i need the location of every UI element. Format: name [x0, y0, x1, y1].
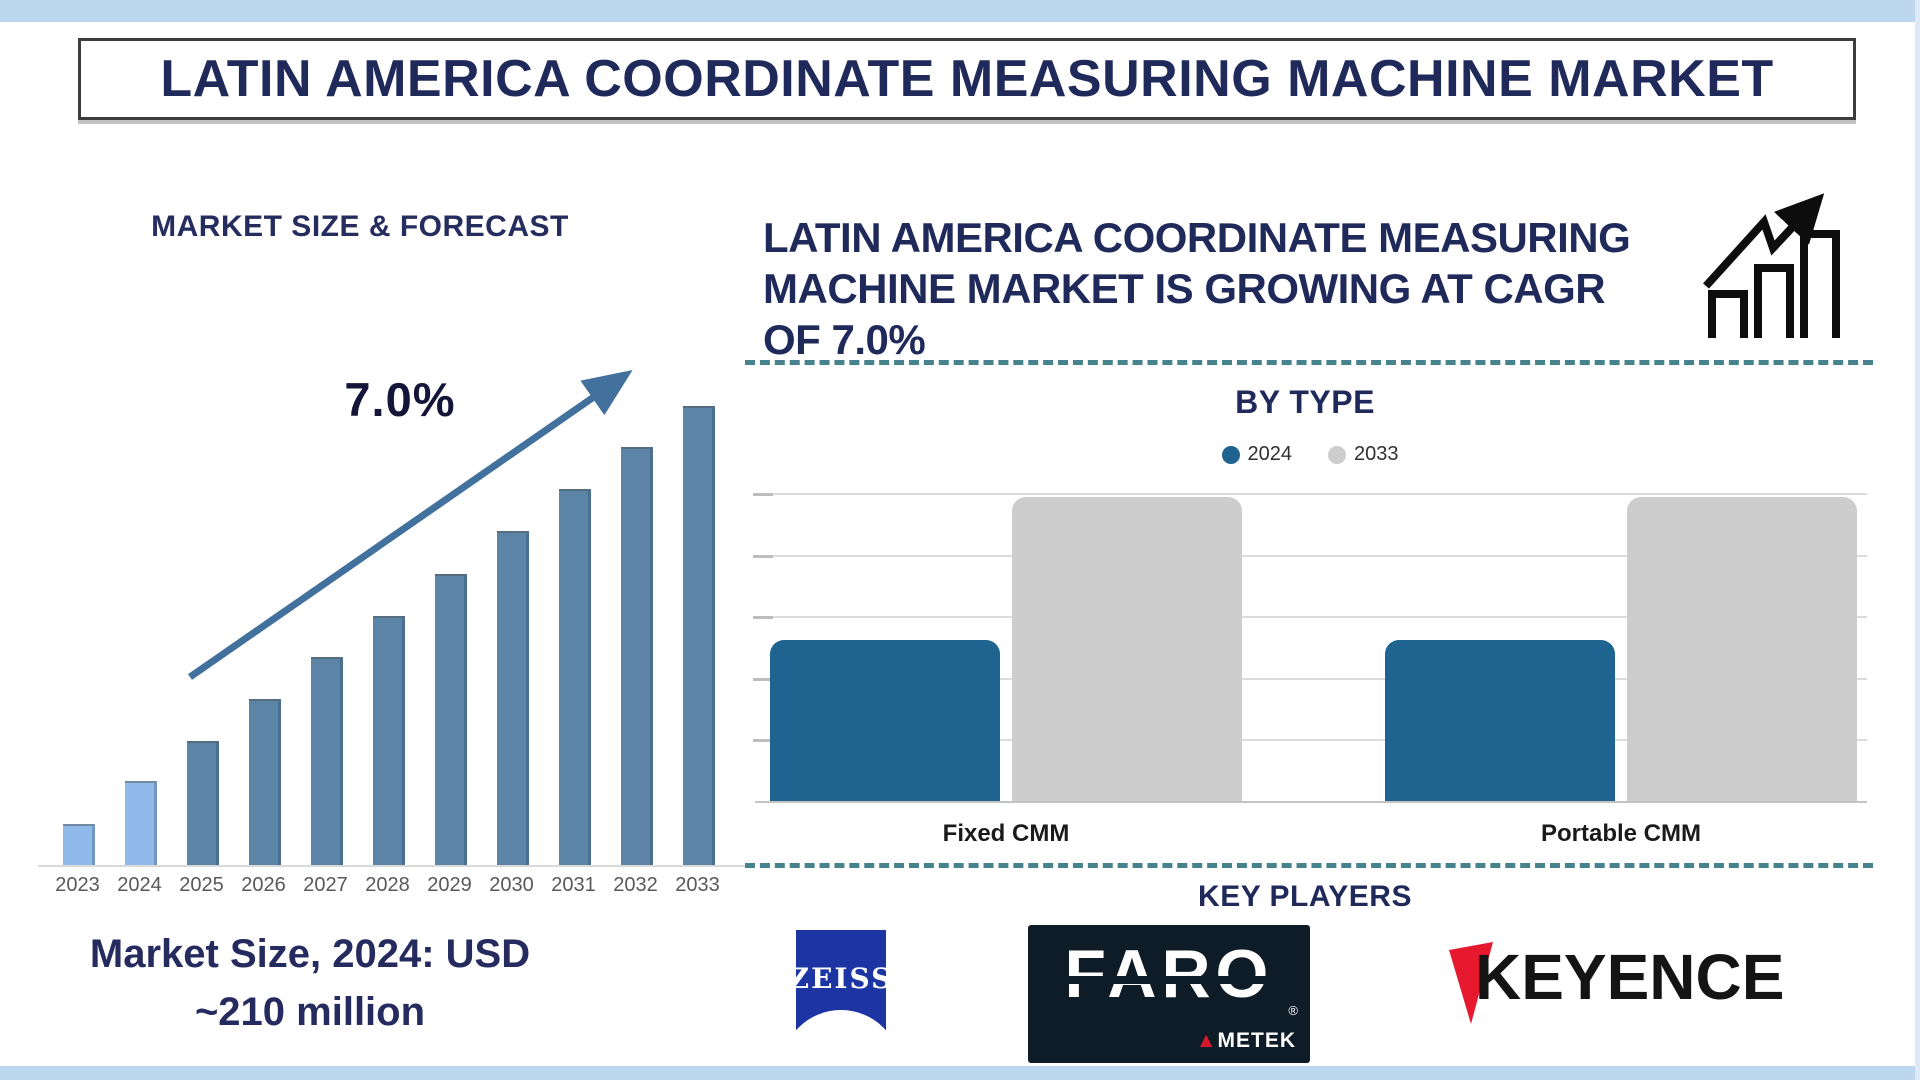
grid-tick: [753, 677, 773, 681]
ametek-logo-text: ▲METEK: [1196, 1029, 1296, 1053]
growth-trend-arrow: [188, 370, 633, 680]
category-label-portable-cmm: Portable CMM: [1540, 820, 1701, 847]
forecast-bar-2023: [63, 824, 95, 866]
bytype-bar-2024-portable-cmm: [1385, 640, 1615, 801]
by-type-heading: BY TYPE: [1235, 384, 1375, 420]
keyence-logo: KEYENCE: [1445, 938, 1845, 1026]
market-size-caption-line1: Market Size, 2024: USD: [89, 932, 531, 976]
gridline: [755, 677, 1867, 680]
dashed-divider-top: [745, 360, 1873, 365]
faro-strike-line: [1046, 976, 1294, 984]
faro-registered-mark: ®: [1288, 1003, 1298, 1018]
legend-item-2024: 2024: [1221, 443, 1293, 466]
legend-item-2033: 2033: [1328, 443, 1399, 466]
forecast-x-label-2027: 2027: [303, 874, 348, 896]
gridline: [755, 739, 1867, 742]
gridline: [755, 493, 1867, 495]
forecast-x-label-2030: 2030: [489, 874, 534, 896]
legend-dot-2024: [1221, 445, 1240, 464]
market-size-caption: Market Size, 2024: USD ~210 million: [40, 925, 580, 1041]
forecast-bar-2030: [497, 531, 529, 866]
forecast-axis-line: [38, 865, 750, 867]
forecast-bar-2031: [559, 489, 591, 866]
forecast-x-label-2025: 2025: [179, 874, 224, 896]
keyence-red-wedge-icon: [1449, 942, 1493, 1024]
market-size-caption-line2: ~210 million: [194, 990, 426, 1034]
forecast-x-label-2023: 2023: [55, 874, 100, 896]
ametek-triangle-icon: ▲: [1195, 1029, 1218, 1052]
bytype-plot: [753, 493, 1867, 803]
zeiss-logo-text: ZEISS: [795, 962, 887, 995]
title-box: LATIN AMERICA COORDINATE MEASURING MACHI…: [78, 38, 1856, 120]
legend-dot-2033: [1328, 445, 1346, 464]
headline-line1: LATIN AMERICA COORDINATE MEASURING: [763, 214, 1631, 261]
forecast-bar-2024: [125, 781, 157, 866]
forecast-x-label-2032: 2032: [613, 874, 658, 896]
forecast-bar-2027: [311, 657, 343, 866]
forecast-bar-2026: [249, 699, 281, 866]
bytype-legend: 2024 2033: [1180, 443, 1440, 466]
faro-logo: FARO ® ▲METEK: [1028, 925, 1310, 1063]
forecast-x-label-2028: 2028: [365, 874, 410, 896]
dashed-divider-bottom: [745, 863, 1873, 868]
ametek-rest-text: METEK: [1217, 1029, 1296, 1052]
gridline: [755, 554, 1867, 557]
forecast-bars: [40, 330, 750, 866]
legend-label-2024: 2024: [1247, 443, 1293, 465]
keyence-logo-text: KEYENCE: [1475, 941, 1785, 1013]
right-edge-strip: [1915, 0, 1920, 1080]
forecast-bar-2029: [435, 574, 467, 866]
gridline: [755, 616, 1867, 619]
bytype-bar-2033-portable-cmm: [1627, 497, 1857, 801]
forecast-bar-2028: [373, 616, 405, 866]
bottom-strip: [0, 1066, 1920, 1080]
forecast-x-label-2026: 2026: [241, 874, 286, 896]
top-strip: [0, 0, 1920, 22]
legend-label-2033: 2033: [1354, 443, 1399, 465]
forecast-chart-title: MARKET SIZE & FORECAST: [151, 210, 569, 243]
grid-tick: [753, 739, 773, 743]
forecast-x-label-2029: 2029: [427, 874, 472, 896]
forecast-bar-2033: [683, 406, 715, 866]
faro-logo-text: FARO: [1064, 936, 1274, 1012]
grid-tick: [753, 554, 773, 558]
forecast-x-label-2031: 2031: [551, 874, 596, 896]
bytype-bar-2024-fixed-cmm: [770, 640, 1000, 801]
growth-chart-icon: [1703, 193, 1840, 338]
bytype-axis-line: [755, 801, 1867, 803]
cagr-annotation: 7.0%: [344, 373, 456, 426]
headline: LATIN AMERICA COORDINATE MEASURING MACHI…: [763, 212, 1743, 365]
zeiss-logo: ZEISS: [795, 930, 887, 1034]
page-title: LATIN AMERICA COORDINATE MEASURING MACHI…: [160, 50, 1774, 108]
grid-tick: [753, 493, 773, 496]
forecast-x-label-2024: 2024: [117, 874, 162, 896]
key-players-heading: KEY PLAYERS: [1198, 880, 1412, 913]
forecast-bar-2025: [187, 741, 219, 866]
forecast-x-label-2033: 2033: [675, 874, 720, 896]
category-label-fixed-cmm: Fixed CMM: [942, 820, 1070, 847]
bytype-bar-2033-fixed-cmm: [1012, 497, 1242, 801]
grid-tick: [753, 616, 773, 620]
forecast-x-labels: 2023 2024 2025 2026 2027 2028 2029 2030 2031 2032…: [40, 874, 750, 902]
headline-line3: OF 7.0%: [763, 316, 926, 363]
forecast-bar-2032: [621, 447, 653, 866]
headline-line2: MACHINE MARKET IS GROWING AT CAGR: [763, 265, 1606, 312]
